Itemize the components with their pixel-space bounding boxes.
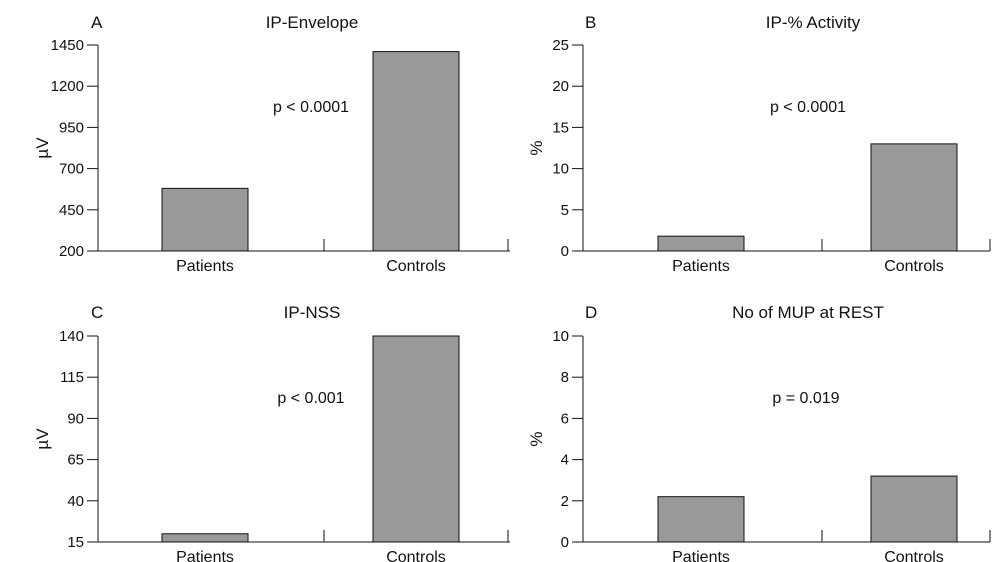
panel-letter: C [91,303,103,322]
x-category-label: Patients [672,258,730,275]
y-axis-label: µV [33,428,52,450]
bar-controls [372,335,460,543]
bar-patients [657,235,745,252]
panel-letter: B [585,13,596,32]
y-axis-label: µV [33,137,52,159]
x-category-label: Patients [672,549,730,562]
y-axis-label: % [527,140,546,155]
y-tick-label: 6 [561,410,569,427]
p-value-annotation: p < 0.0001 [273,99,349,116]
y-tick-label: 10 [552,328,569,345]
y-tick-label: 65 [67,452,84,469]
y-tick-label: 4 [561,452,569,469]
y-tick-label: 5 [561,202,569,219]
y-tick-label: 200 [59,243,84,260]
chart-title: IP-NSS [284,303,341,322]
x-category-label: Controls [386,549,446,562]
y-tick-label: 1450 [51,37,84,54]
y-tick-label: 1200 [51,78,84,95]
x-category-label: Patients [176,549,234,562]
y-tick-label: 700 [59,161,84,178]
y-tick-label: 90 [67,410,84,427]
y-tick-label: 20 [552,78,569,95]
bar-patients [161,533,249,543]
bar-patients [657,496,745,543]
chart-panel-b: B IP-% Activity 0 5 10 15 20 25 Patients Controls… [527,13,991,275]
y-tick-label: 0 [561,534,569,551]
panel-letter: D [585,303,597,322]
y-axis-label: % [527,431,546,446]
y-tick-label: 140 [59,328,84,345]
chart-title: No of MUP at REST [732,303,884,322]
p-value-annotation: p = 0.019 [772,390,839,407]
y-tick-label: 15 [552,119,569,136]
x-category-label: Controls [386,258,446,275]
bar-controls [870,475,958,543]
p-value-annotation: p < 0.0001 [770,99,846,116]
x-category-label: Controls [884,549,944,562]
y-tick-label: 115 [60,369,84,386]
bar-patients [161,187,249,252]
y-tick-label: 40 [67,493,84,510]
x-category-label: Patients [176,258,234,275]
bar-controls [870,143,958,252]
y-tick-label: 950 [59,119,84,136]
x-category-label: Controls [884,258,944,275]
y-tick-label: 2 [561,493,569,510]
bar-controls [372,51,460,252]
y-tick-label: 10 [552,161,569,178]
y-tick-label: 25 [552,37,569,54]
chart-panel-c: C IP-NSS 15 40 65 90 115 140 Patients Controls µV p… [33,303,510,562]
chart-title: IP-% Activity [766,13,861,32]
y-tick-label: 15 [67,534,84,551]
y-tick-label: 0 [561,243,569,260]
panel-letter: A [91,13,103,32]
chart-title: IP-Envelope [266,13,359,32]
y-tick-label: 450 [59,202,84,219]
y-tick-label: 8 [561,369,569,386]
p-value-annotation: p < 0.001 [277,390,344,407]
chart-panel-d: D No of MUP at REST 0 2 4 6 8 10 Patients Control… [527,303,991,562]
chart-panel-a: A IP-Envelope 200 450 700 950 1200 1450 Patients… [33,13,510,275]
